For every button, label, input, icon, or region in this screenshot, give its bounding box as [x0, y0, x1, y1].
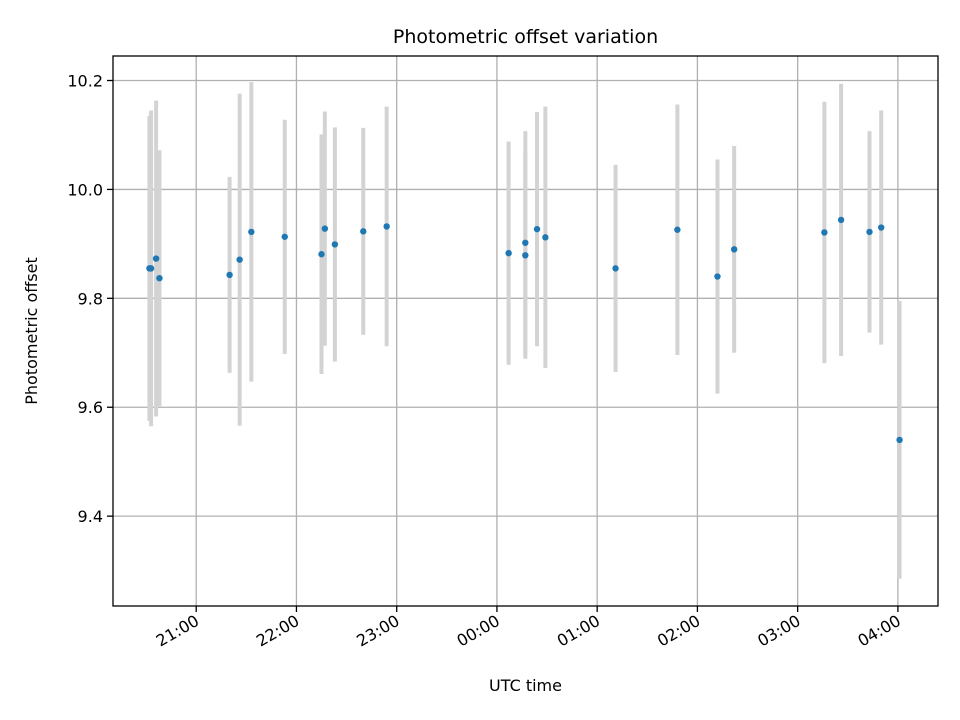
x-axis-label: UTC time	[489, 676, 562, 695]
data-point	[147, 265, 155, 272]
data-point	[674, 226, 681, 233]
data-point	[505, 249, 512, 257]
y-axis-label: Photometric offset	[22, 257, 41, 405]
data-point	[612, 265, 619, 272]
grid-layer	[113, 56, 938, 606]
y-tick-label: 9.6	[78, 398, 103, 417]
data-point	[360, 228, 367, 235]
data-point	[281, 233, 288, 240]
data-point	[730, 246, 738, 253]
data-point	[318, 251, 325, 258]
y-tick-label: 10.2	[67, 72, 103, 91]
data-point	[866, 228, 873, 236]
data-point	[156, 274, 163, 282]
data-point	[522, 252, 529, 259]
data-point	[331, 241, 339, 248]
y-tick-label: 9.8	[78, 289, 103, 308]
data-point	[714, 273, 721, 280]
y-tick-label: 9.4	[78, 507, 103, 526]
data-point	[542, 234, 549, 241]
data-point	[383, 223, 390, 230]
data-point	[837, 216, 845, 224]
data-point	[226, 271, 233, 279]
data-point	[236, 256, 243, 263]
data-point	[321, 225, 329, 232]
data-point	[248, 228, 255, 236]
data-point	[821, 229, 828, 236]
data-point	[152, 255, 160, 262]
chart-title: Photometric offset variation	[393, 26, 658, 48]
plot-frame	[112, 55, 939, 607]
data-point	[522, 239, 529, 246]
point-layer	[146, 216, 903, 444]
data-point	[533, 225, 541, 233]
y-tick-label: 10.0	[67, 180, 103, 199]
data-point	[896, 436, 903, 444]
data-point	[877, 224, 885, 231]
plot-area: 9.49.69.810.010.221:00 22:00 23:00 00:00 01:…	[67, 55, 939, 651]
